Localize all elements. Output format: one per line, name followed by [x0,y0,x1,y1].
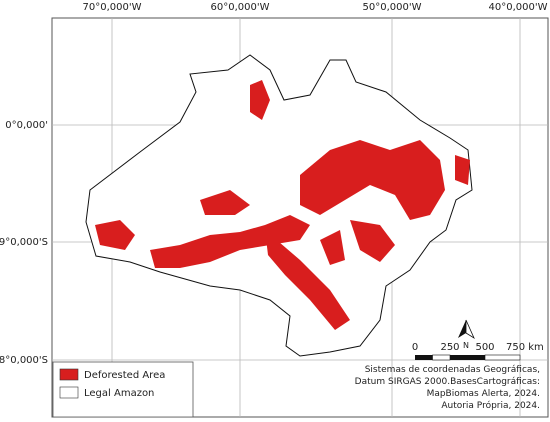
deforestation-patch [250,80,270,120]
credit-line: Sistemas de coordenadas Geográficas, [365,365,540,375]
longitude-label: 50°0,000'W [363,2,422,13]
credit-line: MapBiomas Alerta, 2024. [427,389,540,399]
deforestation-patch [200,190,250,215]
legend: Deforested Area Legal Amazon [52,361,194,418]
legend-label: Deforested Area [84,370,165,381]
deforestation-patch [350,220,395,262]
deforestation-patch [320,230,345,265]
deforestation-patch [95,220,135,250]
latitude-label: 9°0,000'S [0,237,48,248]
north-arrow: N [458,319,475,350]
scale-segment [450,355,485,360]
legend-label: Legal Amazon [84,388,154,399]
deforestation-patch [150,215,310,268]
scale-label: 750 km [506,342,544,353]
scale-label: 0 [412,342,418,353]
longitude-label: 40°0,000'W [489,2,548,13]
scale-bar: 0 250 500 750 km [412,342,544,361]
latitude-label: 18°0,000'S [0,355,48,366]
north-label: N [463,341,469,350]
credit-line: Autoria Própria, 2024. [441,400,540,411]
north-arrow-right [465,319,475,340]
latitude-label: 0°0,000' [5,120,48,131]
legend-swatch [59,386,79,399]
deforestation-patch [455,155,470,185]
credit-line: Datum SIRGAS 2000.BasesCartográficas: [355,377,540,387]
scale-label: 250 [440,342,459,353]
deforestation-patch [265,230,350,330]
scale-segment [415,355,433,360]
scale-label: 500 [475,342,494,353]
legend-swatch [59,368,79,381]
scale-segment [432,354,451,361]
longitude-label: 60°0,000'W [211,2,270,13]
longitude-label: 70°0,000'W [83,2,142,13]
scale-segment [484,354,521,361]
deforestation-patch [300,140,445,220]
legal-amazon-outline [85,54,473,357]
deforested-areas [95,80,470,330]
credits: Sistemas de coordenadas Geográficas, Dat… [355,365,540,411]
north-arrow-left [458,320,466,338]
